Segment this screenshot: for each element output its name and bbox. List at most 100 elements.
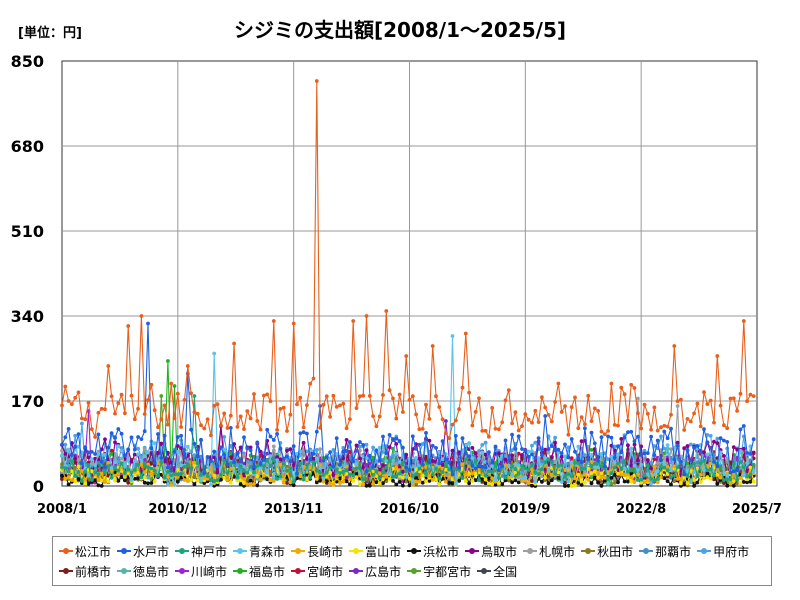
data-point	[616, 423, 620, 428]
data-point	[278, 457, 283, 462]
data-point	[665, 479, 670, 484]
data-point	[142, 462, 147, 466]
data-point	[314, 480, 319, 485]
data-point	[665, 458, 670, 462]
data-point	[586, 457, 591, 462]
data-point	[410, 434, 415, 439]
data-point	[212, 403, 217, 408]
data-point	[477, 449, 481, 453]
data-point	[288, 480, 293, 484]
data-point	[248, 448, 253, 453]
data-point	[341, 401, 346, 406]
data-point	[649, 460, 653, 465]
data-point	[665, 436, 670, 441]
data-point	[420, 480, 425, 485]
legend-swatch	[291, 566, 306, 576]
data-point	[669, 447, 673, 452]
data-point	[364, 469, 369, 473]
data-point	[556, 464, 561, 468]
data-point	[619, 385, 624, 390]
data-point	[96, 472, 101, 477]
data-point	[751, 394, 756, 398]
data-point	[404, 354, 409, 358]
data-point	[255, 483, 260, 488]
data-point	[622, 435, 627, 440]
data-point	[195, 478, 200, 483]
data-point	[212, 467, 217, 472]
legend-label: 浜松市	[423, 544, 460, 559]
data-point	[563, 477, 567, 482]
data-point	[629, 479, 634, 484]
data-point	[692, 478, 696, 482]
data-point	[516, 428, 521, 433]
data-point	[586, 393, 591, 398]
data-point	[73, 474, 78, 478]
grid-lines	[62, 61, 757, 486]
x-tick-label: 2025/7	[732, 502, 782, 517]
data-point	[682, 482, 687, 487]
data-point	[136, 452, 141, 457]
data-point	[66, 463, 71, 468]
data-point	[410, 394, 415, 398]
data-point	[592, 464, 597, 469]
data-point	[175, 435, 180, 439]
data-point	[731, 479, 736, 483]
data-point	[645, 451, 650, 455]
data-point	[377, 471, 382, 476]
data-point	[430, 443, 435, 448]
data-point	[394, 442, 399, 446]
data-point	[199, 437, 203, 442]
legend-swatch	[117, 566, 132, 576]
data-point	[152, 408, 157, 413]
data-point	[159, 417, 164, 422]
data-point	[205, 455, 210, 459]
data-point	[268, 434, 273, 439]
data-point	[556, 450, 561, 455]
data-point	[540, 467, 544, 471]
data-point	[453, 481, 458, 485]
data-point	[602, 478, 607, 483]
data-point	[655, 477, 660, 481]
data-point	[109, 466, 114, 470]
data-point	[268, 464, 273, 468]
data-point	[619, 450, 624, 455]
data-point	[364, 442, 369, 447]
data-point	[318, 466, 322, 470]
data-point	[381, 470, 385, 475]
data-point	[341, 446, 346, 450]
data-point	[397, 460, 402, 464]
data-point	[467, 454, 471, 459]
data-point	[735, 477, 739, 482]
data-point	[175, 479, 180, 484]
data-point	[543, 456, 548, 460]
data-point	[235, 451, 240, 455]
data-point	[642, 480, 647, 485]
data-point	[662, 462, 667, 467]
data-point	[546, 468, 551, 472]
data-point	[298, 431, 303, 436]
data-point	[265, 392, 270, 397]
data-point	[113, 460, 117, 465]
data-point	[473, 451, 478, 456]
data-point	[255, 440, 260, 445]
data-point	[516, 480, 521, 485]
data-point	[109, 394, 114, 399]
data-point	[629, 475, 634, 480]
data-point	[80, 479, 84, 483]
data-point	[76, 470, 81, 474]
data-point	[632, 439, 637, 444]
data-point	[225, 477, 230, 482]
data-point	[344, 449, 349, 453]
data-point	[566, 472, 571, 476]
series-水戸市	[60, 321, 756, 477]
data-point	[622, 473, 627, 478]
data-point	[338, 476, 342, 481]
data-point	[202, 481, 207, 485]
data-point	[725, 474, 730, 479]
data-point	[526, 481, 531, 485]
data-point	[497, 476, 501, 480]
data-point	[245, 463, 250, 467]
data-point	[477, 456, 481, 461]
data-point	[490, 476, 495, 480]
data-point	[632, 469, 637, 474]
